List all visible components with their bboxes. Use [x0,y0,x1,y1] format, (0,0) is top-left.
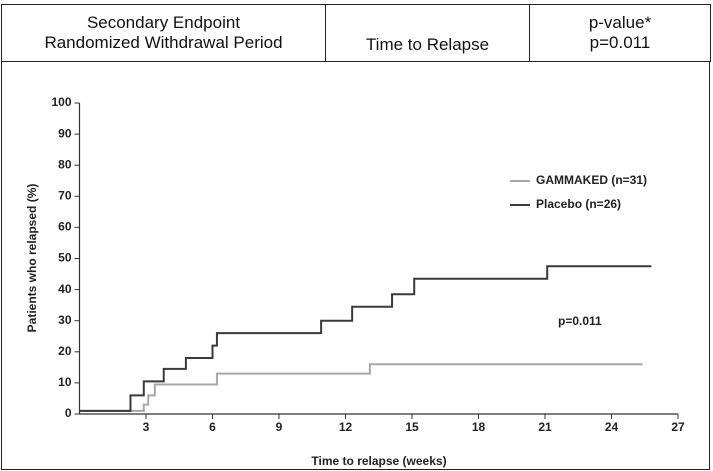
y-axis-label: Patients who relapsed (%) [25,184,39,333]
y-tick-label: 70 [58,188,72,202]
y-tick-label: 100 [51,95,71,109]
x-tick-label: 24 [605,420,619,434]
legend-label: Placebo (n=26) [536,197,621,211]
header-text: p=0.011 [589,33,651,52]
x-tick-label: 21 [538,420,552,434]
step-line [79,363,643,412]
y-tick-label: 30 [58,313,72,327]
y-tick-label: 20 [58,344,72,358]
x-tick-label: 12 [339,420,353,434]
y-tick-label: 90 [58,126,72,140]
header-text: p-value* [588,13,652,32]
x-tick-label: 27 [671,420,685,434]
annotation: p=0.011 [558,314,602,328]
x-tick-label: 3 [143,420,150,434]
x-tick-label: 9 [276,420,283,434]
header-text: Secondary Endpoint [86,13,241,32]
y-tick-label: 40 [58,282,72,296]
header-text: Time to Relapse [365,35,490,54]
header-cell: p-value* p=0.011 [529,4,711,62]
header-cell: Time to Relapse [325,4,530,62]
header-table: Secondary Endpoint Randomized Withdrawal … [1,4,711,62]
y-tick-label: 0 [65,406,72,420]
x-tick-label: 15 [405,420,419,434]
y-tick-label: 60 [58,220,72,234]
x-tick-label: 18 [472,420,486,434]
y-tick-label: 80 [58,157,72,171]
legend-label: GAMMAKED (n=31) [536,173,647,187]
header-text: Randomized Withdrawal Period [44,33,283,52]
header-cell: Secondary Endpoint Randomized Withdrawal … [1,4,326,62]
x-axis-label: Time to relapse (weeks) [311,454,446,468]
y-tick-label: 50 [58,251,72,265]
chart-frame [1,62,710,470]
step-line [79,265,652,412]
y-tick-label: 10 [58,375,72,389]
x-tick-label: 6 [209,420,216,434]
